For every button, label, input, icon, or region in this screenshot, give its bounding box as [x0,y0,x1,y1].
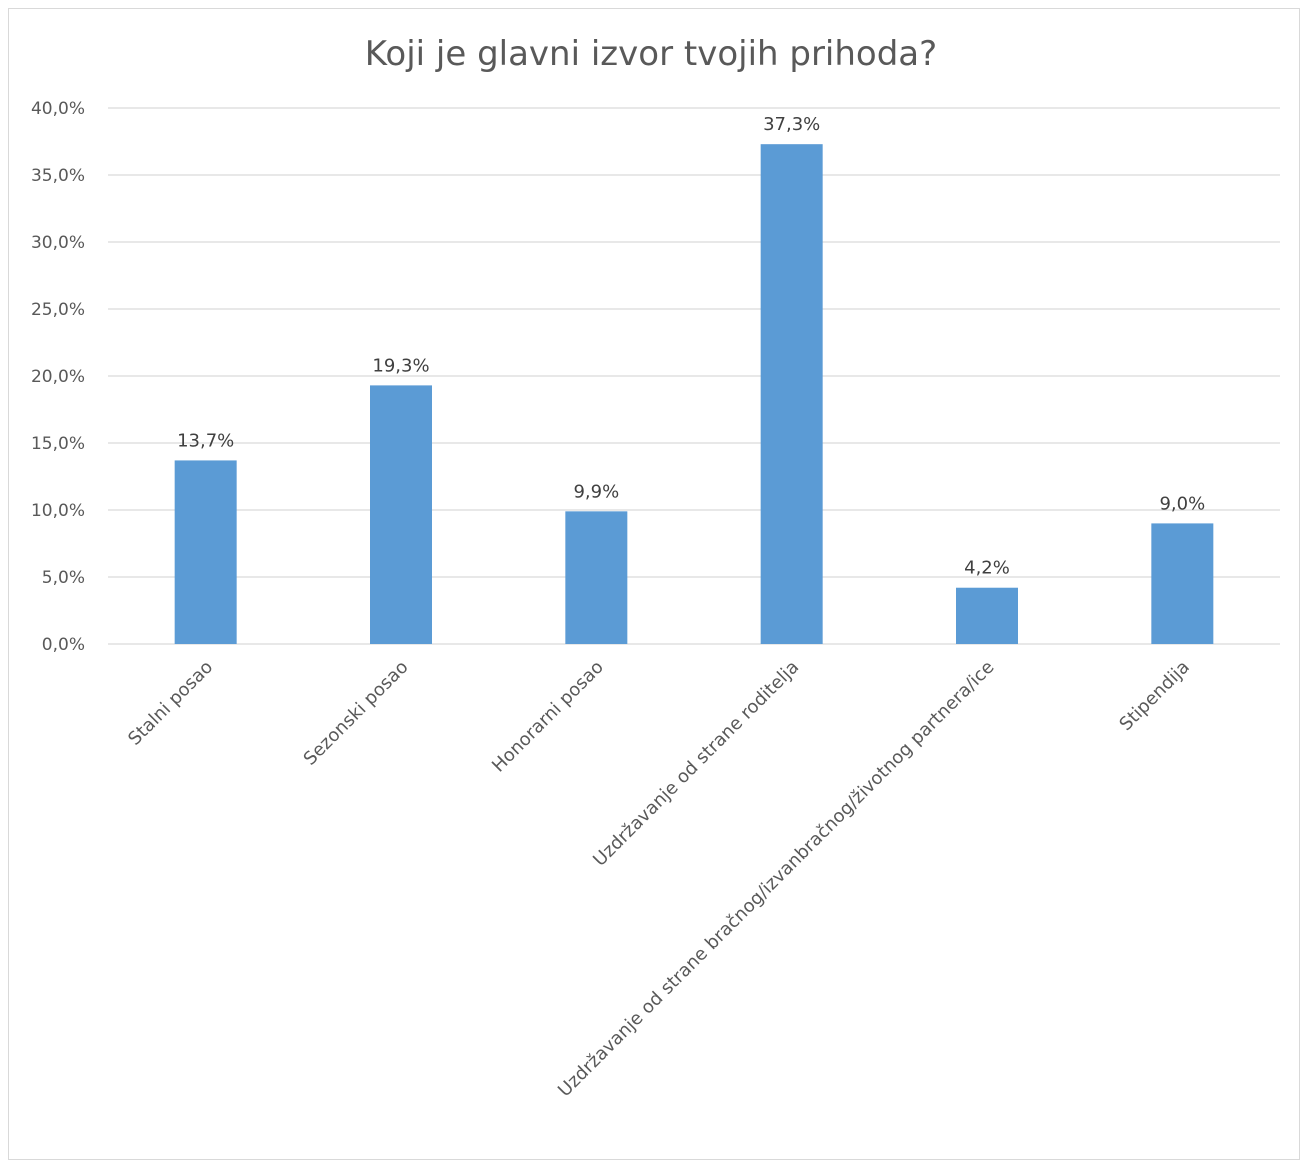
y-tick-label: 0,0% [42,635,85,655]
bar [565,511,628,644]
bar [174,460,237,644]
chart-title: Koji je glavni izvor tvojih prihoda? [364,34,938,74]
category-label: Stalni posao [124,657,217,750]
data-label: 4,2% [964,558,1010,579]
data-label: 19,3% [372,355,429,376]
category-label: Sezonski posao [300,657,413,770]
data-label: 9,0% [1159,493,1205,514]
data-label: 13,7% [177,430,234,451]
y-tick-label: 40,0% [31,99,85,119]
y-tick-label: 35,0% [31,166,85,186]
y-tick-label: 25,0% [31,300,85,320]
bar [1151,523,1214,644]
category-label: Stipendija [1115,657,1193,735]
y-tick-label: 15,0% [31,434,85,454]
bar [956,587,1018,644]
category-label: Uzdržavanje od strane bračnog/izvanbračn… [554,657,998,1101]
y-tick-label: 30,0% [31,233,85,253]
category-label: Honorarni posao [488,657,608,777]
bar [370,385,432,644]
y-tick-label: 10,0% [31,501,85,521]
bar [760,144,823,644]
data-label: 37,3% [763,114,820,135]
y-tick-label: 20,0% [31,367,85,387]
data-label: 9,9% [573,481,619,502]
y-tick-label: 5,0% [42,568,85,588]
category-label: Uzdržavanje od strane roditelja [589,657,803,871]
